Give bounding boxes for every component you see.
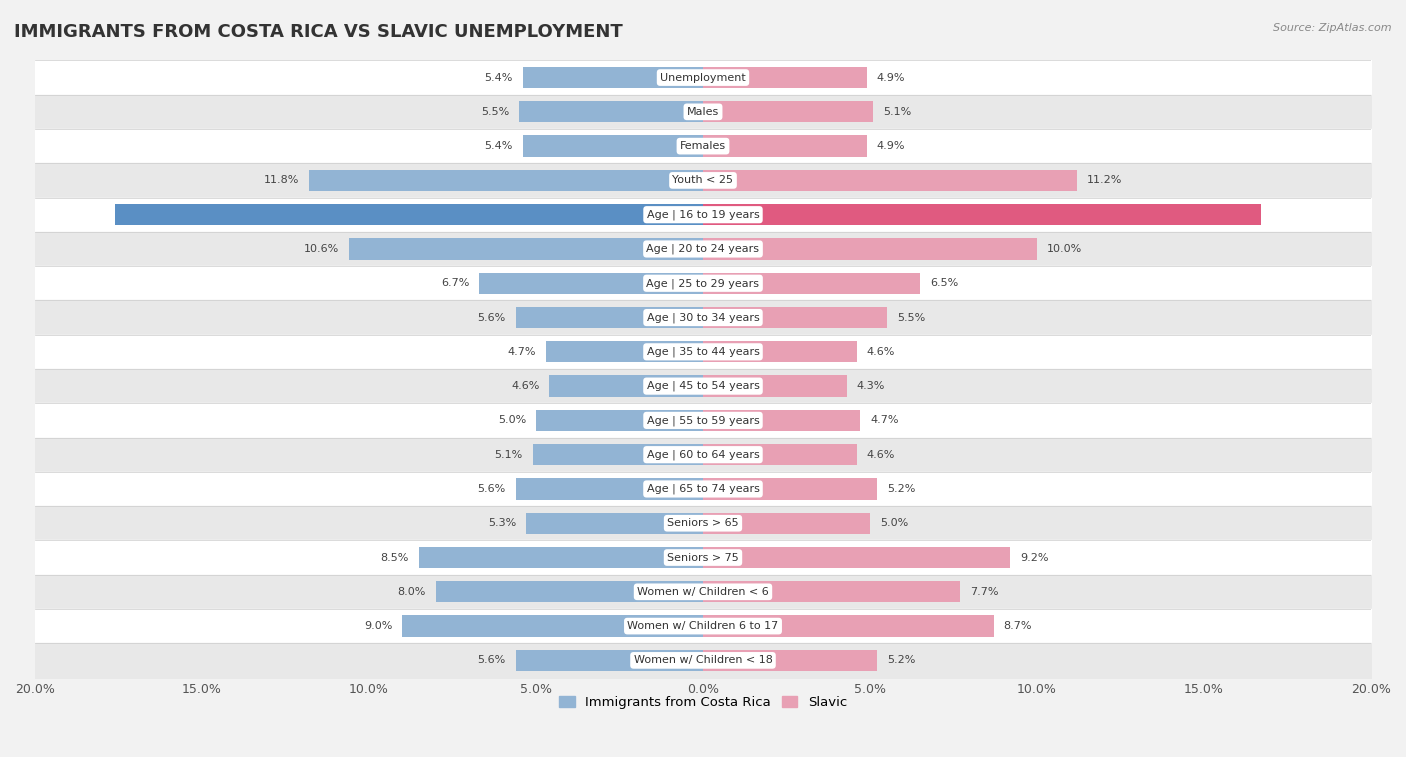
Bar <box>703 444 856 466</box>
Text: Women w/ Children < 18: Women w/ Children < 18 <box>634 656 772 665</box>
Text: 5.2%: 5.2% <box>887 484 915 494</box>
Text: 5.1%: 5.1% <box>495 450 523 459</box>
Text: Age | 20 to 24 years: Age | 20 to 24 years <box>647 244 759 254</box>
Text: Age | 65 to 74 years: Age | 65 to 74 years <box>647 484 759 494</box>
Text: 10.0%: 10.0% <box>1047 244 1083 254</box>
Text: 5.1%: 5.1% <box>883 107 911 117</box>
Text: 17.6%: 17.6% <box>70 210 105 220</box>
Bar <box>703 136 866 157</box>
Text: 5.0%: 5.0% <box>880 519 908 528</box>
Text: Seniors > 65: Seniors > 65 <box>668 519 738 528</box>
Text: 5.2%: 5.2% <box>887 656 915 665</box>
Bar <box>309 170 703 191</box>
Text: 11.8%: 11.8% <box>263 176 299 185</box>
Bar <box>402 615 703 637</box>
Bar <box>703 101 873 123</box>
Bar <box>419 547 703 569</box>
Text: 9.0%: 9.0% <box>364 621 392 631</box>
Bar <box>536 410 703 431</box>
Bar <box>550 375 703 397</box>
Bar <box>703 67 866 88</box>
Bar <box>703 375 846 397</box>
Bar <box>519 101 703 123</box>
Bar <box>703 512 870 534</box>
Bar <box>703 170 1077 191</box>
Bar <box>523 67 703 88</box>
Bar <box>516 478 703 500</box>
Bar <box>115 204 703 226</box>
Text: Age | 45 to 54 years: Age | 45 to 54 years <box>647 381 759 391</box>
Bar <box>479 273 703 294</box>
Text: 4.7%: 4.7% <box>870 416 898 425</box>
Text: 8.5%: 8.5% <box>381 553 409 562</box>
Text: 5.5%: 5.5% <box>481 107 509 117</box>
Bar <box>546 341 703 363</box>
Text: 8.0%: 8.0% <box>398 587 426 597</box>
Text: 8.7%: 8.7% <box>1004 621 1032 631</box>
Bar <box>533 444 703 466</box>
Text: Females: Females <box>681 141 725 151</box>
Text: 4.6%: 4.6% <box>866 450 896 459</box>
Text: 4.6%: 4.6% <box>866 347 896 357</box>
Text: 4.6%: 4.6% <box>510 381 540 391</box>
Text: 5.4%: 5.4% <box>484 141 513 151</box>
Bar <box>703 478 877 500</box>
Text: 5.6%: 5.6% <box>478 313 506 322</box>
Text: 10.6%: 10.6% <box>304 244 339 254</box>
Text: 5.6%: 5.6% <box>478 484 506 494</box>
Text: Youth < 25: Youth < 25 <box>672 176 734 185</box>
Bar <box>703 341 856 363</box>
Bar <box>703 238 1038 260</box>
Text: Women w/ Children < 6: Women w/ Children < 6 <box>637 587 769 597</box>
Text: 5.3%: 5.3% <box>488 519 516 528</box>
Text: 6.7%: 6.7% <box>441 279 470 288</box>
Text: Males: Males <box>688 107 718 117</box>
Bar <box>703 547 1011 569</box>
Text: Age | 25 to 29 years: Age | 25 to 29 years <box>647 278 759 288</box>
Text: 11.2%: 11.2% <box>1087 176 1122 185</box>
Text: Age | 30 to 34 years: Age | 30 to 34 years <box>647 313 759 322</box>
Bar <box>703 615 994 637</box>
Text: 6.5%: 6.5% <box>931 279 959 288</box>
Text: 5.4%: 5.4% <box>484 73 513 83</box>
Text: 16.7%: 16.7% <box>1271 210 1306 220</box>
Text: Women w/ Children 6 to 17: Women w/ Children 6 to 17 <box>627 621 779 631</box>
Bar <box>349 238 703 260</box>
Legend: Immigrants from Costa Rica, Slavic: Immigrants from Costa Rica, Slavic <box>554 690 852 714</box>
Text: Source: ZipAtlas.com: Source: ZipAtlas.com <box>1274 23 1392 33</box>
Bar <box>516 650 703 671</box>
Text: Age | 60 to 64 years: Age | 60 to 64 years <box>647 450 759 460</box>
Text: 4.9%: 4.9% <box>877 73 905 83</box>
Text: 5.0%: 5.0% <box>498 416 526 425</box>
Bar <box>526 512 703 534</box>
Bar <box>516 307 703 329</box>
Text: 5.5%: 5.5% <box>897 313 925 322</box>
Bar <box>703 581 960 603</box>
Text: Age | 35 to 44 years: Age | 35 to 44 years <box>647 347 759 357</box>
Bar <box>523 136 703 157</box>
Bar <box>703 650 877 671</box>
Text: 4.3%: 4.3% <box>856 381 884 391</box>
Bar <box>703 273 920 294</box>
Bar <box>436 581 703 603</box>
Text: Age | 16 to 19 years: Age | 16 to 19 years <box>647 210 759 220</box>
Bar <box>703 204 1261 226</box>
Text: 4.7%: 4.7% <box>508 347 536 357</box>
Bar <box>703 410 860 431</box>
Text: Seniors > 75: Seniors > 75 <box>666 553 740 562</box>
Text: 4.9%: 4.9% <box>877 141 905 151</box>
Bar <box>703 307 887 329</box>
Text: 7.7%: 7.7% <box>970 587 998 597</box>
Text: 9.2%: 9.2% <box>1021 553 1049 562</box>
Text: Unemployment: Unemployment <box>661 73 745 83</box>
Text: IMMIGRANTS FROM COSTA RICA VS SLAVIC UNEMPLOYMENT: IMMIGRANTS FROM COSTA RICA VS SLAVIC UNE… <box>14 23 623 41</box>
Text: 5.6%: 5.6% <box>478 656 506 665</box>
Text: Age | 55 to 59 years: Age | 55 to 59 years <box>647 415 759 425</box>
